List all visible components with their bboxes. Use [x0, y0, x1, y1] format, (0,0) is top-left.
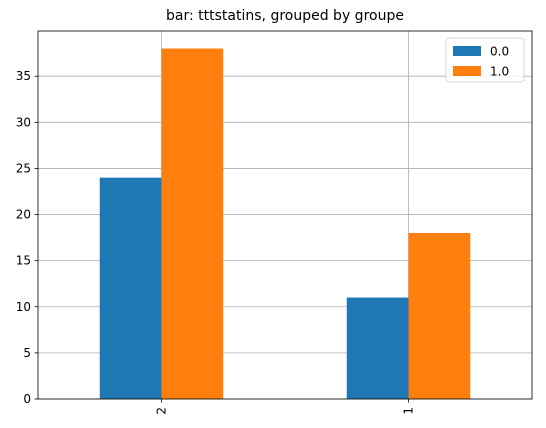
- bar-series-1.0-1: [408, 232, 471, 399]
- y-tick-label: 5: [23, 346, 31, 360]
- legend-label: 1.0: [490, 65, 509, 79]
- legend-swatch: [453, 46, 481, 56]
- y-tick-label: 35: [16, 69, 31, 83]
- legend-label: 0.0: [490, 45, 509, 59]
- bar-series-1.0-2: [161, 48, 224, 400]
- x-tick-label: 2: [155, 407, 169, 415]
- y-tick-label: 30: [16, 115, 31, 129]
- chart-title: bar: tttstatins, grouped by groupe: [166, 8, 404, 24]
- y-tick-label: 0: [23, 392, 31, 406]
- legend: 0.01.0: [445, 37, 525, 83]
- y-axis: 0 5 10 15 20 25 30 35: [16, 69, 38, 406]
- legend-swatch: [453, 66, 481, 76]
- bar-series-0.0-2: [99, 177, 162, 399]
- y-tick-label: 25: [16, 161, 31, 175]
- bars: [99, 48, 471, 400]
- bar-series-0.0-1: [346, 297, 409, 399]
- y-tick-label: 10: [16, 300, 31, 314]
- plot-frame: [37, 30, 533, 400]
- x-tick-label: 1: [402, 407, 416, 415]
- y-tick-label: 15: [16, 254, 31, 268]
- y-tick-label: 20: [16, 208, 31, 222]
